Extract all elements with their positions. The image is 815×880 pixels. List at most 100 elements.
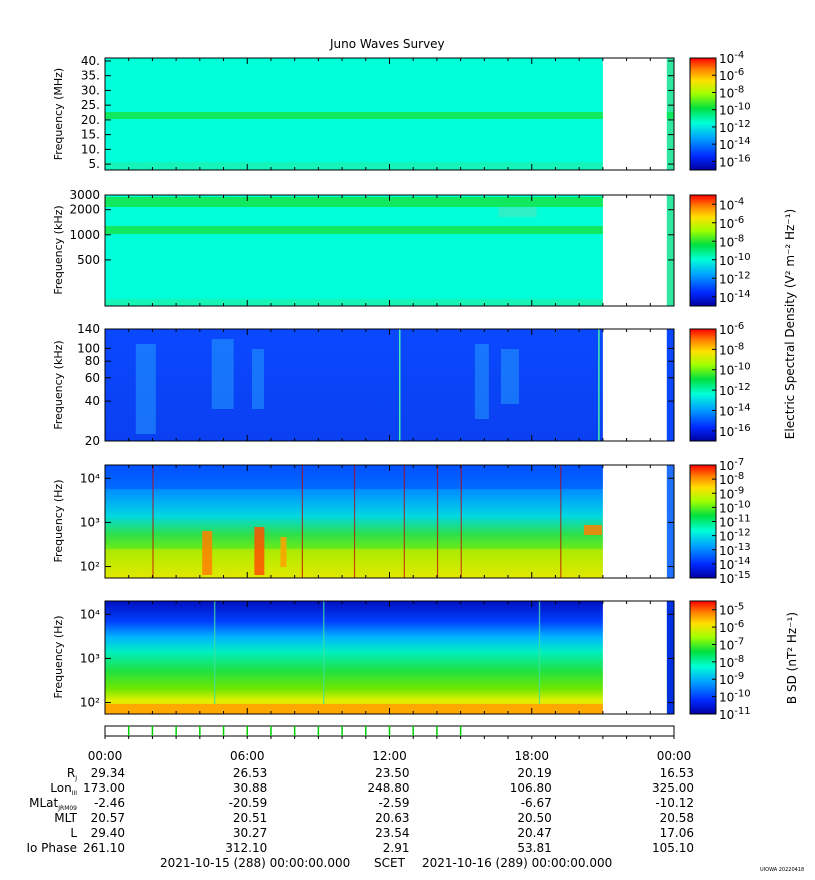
y-tick-label: 1000 (69, 228, 100, 242)
notch-feature (498, 207, 537, 217)
colorbar-2: 10-4 10-6 10-8 10-10 10-12 10-14 (689, 194, 751, 307)
colorbar-tick-label: 10-8 (719, 341, 744, 357)
y-tick-label: 60 (85, 371, 100, 385)
y-tick-label: 2000 (69, 203, 100, 217)
time-label: 12:00 (372, 749, 407, 763)
colorbar-tick-label: 10-10 (719, 499, 751, 515)
colorbar-tick-label: 10-14 (719, 289, 751, 305)
spike-line (214, 601, 216, 714)
y-axis-label: Frequency (kHz) (52, 205, 65, 294)
colorbar-tick-label: 10-10 (719, 252, 751, 268)
ephemeris-row-label: L (70, 826, 77, 840)
intense-emission (202, 531, 213, 575)
ephemeris-value: 2.91 (383, 841, 410, 855)
ephemeris-value: 106.80 (510, 781, 552, 795)
spike-line (353, 465, 356, 578)
spectrogram-fill (105, 329, 674, 441)
colorbar-tick-label: 10-12 (719, 270, 751, 286)
trailing-sample (666, 465, 674, 578)
colorbar-tick-label: 10-8 (719, 233, 744, 249)
colorbar-tick-label: 10-14 (719, 402, 751, 418)
spike-line (598, 329, 600, 441)
band-1200khz (105, 226, 603, 234)
y-tick-label: 10² (80, 696, 100, 710)
ephemeris-value: 23.54 (375, 826, 409, 840)
colorbar-tick-label: 10-9 (719, 485, 744, 501)
colorbar-tick-label: 10-8 (719, 654, 744, 670)
ephemeris-row-label: RJ (67, 766, 77, 782)
y-tick-label: 5. (89, 157, 100, 171)
colorbar-tick-label: 10-6 (719, 215, 744, 231)
y-tick-label: 500 (77, 253, 100, 267)
ephemeris-value: 105.10 (652, 841, 694, 855)
footer-start-time: 2021-10-15 (288) 00:00:00.000 (160, 856, 351, 870)
spike-line (323, 601, 325, 714)
spike-line (403, 465, 405, 578)
ephemeris-value: 53.81 (517, 841, 551, 855)
colorbar-tick-label: 10-8 (719, 471, 744, 487)
y-tick-label: 140 (77, 322, 100, 336)
data-gap (602, 601, 667, 714)
ephemeris-value: -6.67 (521, 796, 552, 810)
footer-frame: SCET (374, 856, 405, 870)
spectrogram-panel-1 (104, 57, 675, 171)
colorbar-tick-label: 10-11 (719, 514, 751, 530)
ephemeris-value: 248.80 (368, 781, 410, 795)
time-label: 00:00 (88, 749, 123, 763)
y-tick-label: 10³ (80, 515, 100, 529)
y-tick-label: 20. (81, 113, 100, 127)
y-tick-label: 40 (85, 394, 100, 408)
colorbar-4: 10-710-810-910-1010-1110-1210-1310-1410-… (689, 457, 751, 586)
ephemeris-value: 261.10 (83, 841, 125, 855)
low-freq-noise (105, 162, 603, 170)
data-gap (602, 465, 667, 578)
data-gap (602, 58, 667, 170)
colorbar-gradient (689, 194, 717, 307)
spectrogram-fill (105, 195, 674, 306)
y-axis-label: Frequency (Hz) (52, 616, 65, 699)
marker-strip (104, 725, 675, 739)
spectrogram-panel-5 (104, 600, 675, 715)
colorbar-tick-label: 10-8 (719, 84, 744, 100)
y-tick-label: 10² (80, 560, 100, 574)
ephemeris-row-label: MLT (54, 811, 77, 825)
ephemeris-value: 20.58 (660, 811, 694, 825)
time-label: 06:00 (230, 749, 265, 763)
colorbar-tick-label: 10-4 (719, 50, 744, 66)
ephemeris-row-label: LonIII (50, 781, 77, 797)
y-tick-label: 10⁴ (80, 471, 100, 485)
data-gap (602, 195, 667, 306)
lowest-band (105, 704, 603, 714)
spectrogram-panel-4 (104, 464, 675, 579)
y-axis-label: Frequency (MHz) (52, 68, 65, 160)
colorbar-tick-label: 10-12 (719, 382, 751, 398)
y-tick-label: 80 (85, 354, 100, 368)
y-axis-label: Frequency (Hz) (52, 480, 65, 563)
ephemeris-value: 26.53 (233, 766, 267, 780)
time-label: 18:00 (514, 749, 549, 763)
ephemeris-value: 29.34 (91, 766, 125, 780)
ephemeris-value: 20.50 (517, 811, 551, 825)
ephemeris-value: 20.19 (517, 766, 551, 780)
y-tick-label: 35. (81, 69, 100, 83)
magnetic-colorbar-label: B SD (nT² Hz⁻¹) (785, 611, 799, 705)
colorbar-gradient (689, 57, 717, 171)
ephemeris-row-label: Io Phase (26, 841, 77, 855)
footer-end-time: 2021-10-16 (289) 00:00:00.000 (422, 856, 613, 870)
ephemeris-value: 29.40 (91, 826, 125, 840)
y-tick-label: 3000 (69, 188, 100, 202)
trailing-sample (666, 329, 674, 441)
band-21mhz (105, 112, 603, 119)
ephemeris-value: 312.10 (225, 841, 267, 855)
colorbar-tick-label: 10-14 (719, 556, 751, 572)
intense-emission (583, 525, 602, 535)
colorbar-tick-label: 10-5 (719, 602, 744, 618)
colorbar-tick-label: 10-4 (719, 196, 744, 212)
ephemeris-value: -2.59 (378, 796, 409, 810)
ephemeris-value: 20.57 (91, 811, 125, 825)
colorbar-tick-label: 10-14 (719, 136, 751, 152)
intense-emission (254, 527, 265, 575)
colorbar-tick-label: 10-11 (719, 706, 751, 722)
